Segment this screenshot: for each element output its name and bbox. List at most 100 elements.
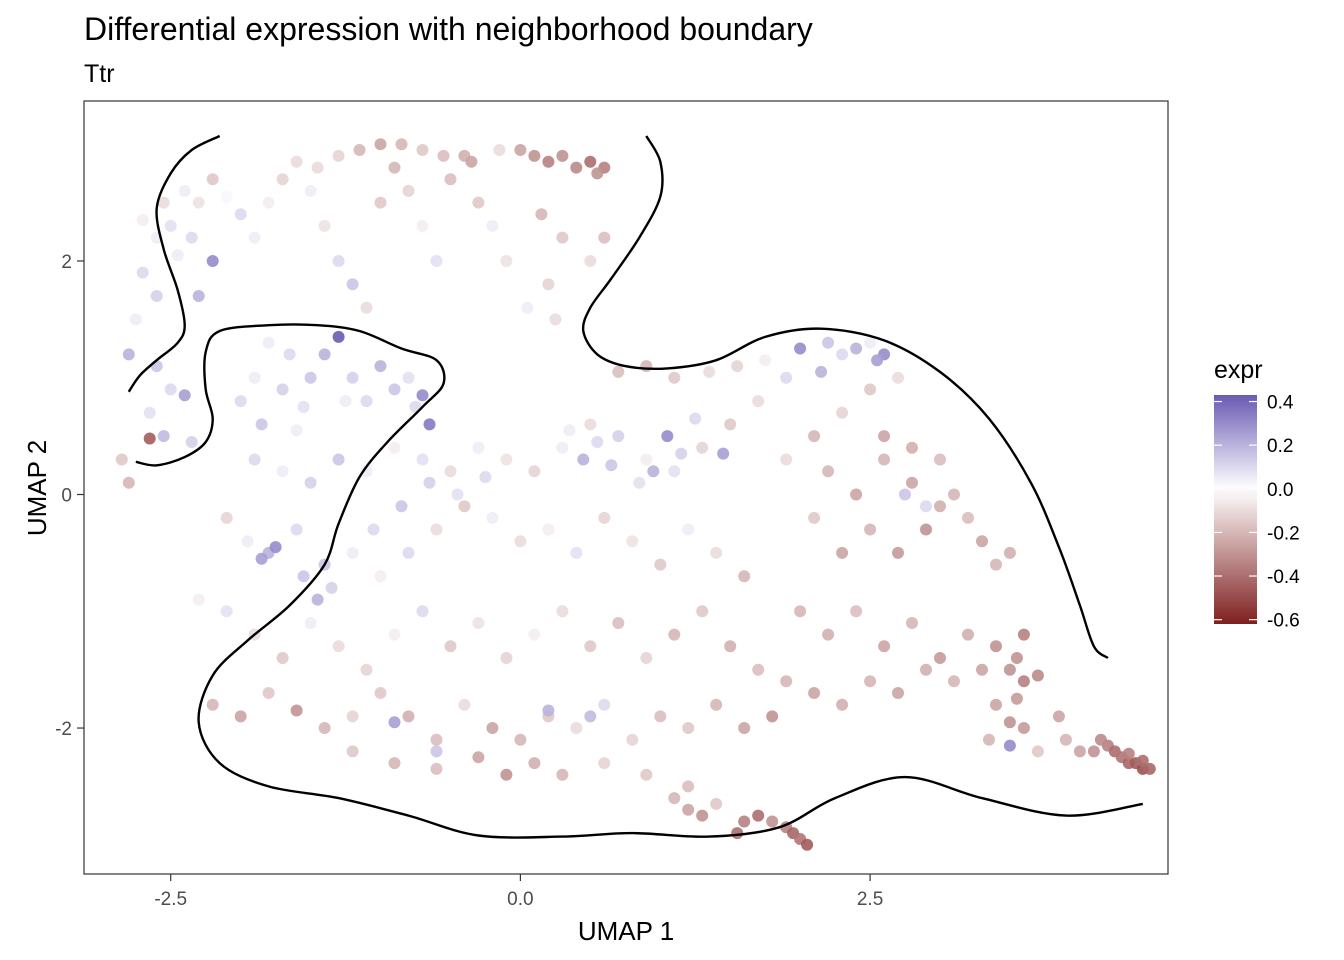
data-point bbox=[514, 535, 527, 548]
legend-ticks: 0.4 0.2 0.0 -0.2 -0.4 -0.6 bbox=[1214, 393, 1300, 632]
data-point bbox=[948, 675, 960, 688]
data-point bbox=[920, 500, 932, 513]
data-point bbox=[318, 722, 331, 734]
y-tick-label: 2 bbox=[61, 252, 72, 273]
data-point bbox=[556, 149, 569, 162]
data-point bbox=[528, 757, 541, 770]
data-point bbox=[388, 161, 401, 174]
data-point bbox=[115, 453, 128, 466]
data-point bbox=[395, 138, 408, 151]
data-point bbox=[563, 424, 576, 437]
data-point bbox=[416, 389, 429, 402]
x-axis-ticks: -2.5 0.0 2.5 bbox=[154, 874, 883, 910]
data-point bbox=[234, 710, 247, 723]
data-point bbox=[752, 663, 765, 676]
data-point bbox=[556, 441, 569, 454]
data-point bbox=[724, 640, 737, 653]
data-point bbox=[346, 745, 359, 758]
data-point bbox=[710, 698, 723, 711]
data-point bbox=[304, 371, 317, 384]
data-point bbox=[633, 476, 646, 489]
data-point bbox=[710, 546, 723, 559]
data-point bbox=[430, 255, 443, 267]
data-point bbox=[598, 231, 611, 244]
data-point bbox=[164, 383, 177, 396]
data-point bbox=[668, 628, 681, 641]
data-point bbox=[521, 301, 534, 314]
data-point bbox=[290, 424, 303, 437]
data-point bbox=[808, 687, 821, 699]
data-point bbox=[906, 617, 918, 629]
data-point bbox=[801, 838, 814, 851]
data-point bbox=[206, 698, 219, 711]
data-point bbox=[794, 342, 807, 355]
data-point bbox=[346, 546, 359, 559]
data-point bbox=[640, 768, 653, 781]
data-point bbox=[906, 476, 918, 489]
data-point bbox=[556, 768, 569, 781]
data-point bbox=[276, 173, 289, 186]
data-point bbox=[962, 628, 974, 641]
data-point bbox=[696, 441, 709, 454]
data-point bbox=[192, 196, 205, 209]
data-point bbox=[822, 465, 835, 478]
data-point bbox=[486, 511, 499, 524]
data-point bbox=[164, 219, 177, 232]
data-point bbox=[500, 652, 513, 664]
data-point bbox=[892, 371, 904, 384]
data-point bbox=[920, 523, 932, 536]
data-point bbox=[1136, 754, 1149, 767]
x-tick-label: -2.5 bbox=[154, 889, 187, 910]
data-point bbox=[654, 558, 667, 571]
data-point bbox=[290, 523, 303, 536]
data-point bbox=[430, 762, 443, 775]
data-point bbox=[682, 722, 695, 734]
data-point bbox=[451, 488, 464, 501]
data-point bbox=[752, 809, 765, 822]
data-point bbox=[766, 815, 779, 828]
data-point bbox=[542, 704, 555, 717]
data-point bbox=[416, 605, 429, 618]
data-point bbox=[416, 144, 429, 156]
data-point bbox=[668, 371, 681, 384]
data-point bbox=[990, 698, 1002, 711]
data-point bbox=[360, 395, 373, 408]
y-tick-label: 0 bbox=[61, 486, 72, 507]
data-point bbox=[682, 523, 695, 536]
data-point bbox=[514, 733, 527, 746]
data-point bbox=[549, 313, 562, 326]
data-point bbox=[220, 190, 233, 203]
data-point bbox=[542, 278, 555, 291]
data-point bbox=[1003, 739, 1016, 752]
data-point bbox=[500, 255, 513, 267]
data-point bbox=[486, 219, 499, 232]
data-point bbox=[1017, 675, 1030, 688]
data-point bbox=[528, 149, 541, 162]
data-point bbox=[472, 751, 485, 764]
data-point bbox=[143, 406, 156, 419]
data-point bbox=[584, 255, 597, 267]
data-point bbox=[395, 500, 408, 513]
data-point bbox=[346, 371, 359, 384]
data-point bbox=[311, 593, 324, 606]
data-point bbox=[731, 827, 744, 840]
data-point bbox=[465, 155, 478, 168]
data-point bbox=[500, 768, 513, 781]
data-point bbox=[122, 476, 135, 489]
data-point bbox=[290, 704, 303, 717]
data-point bbox=[815, 365, 828, 378]
data-point bbox=[234, 208, 247, 221]
data-point bbox=[934, 453, 946, 466]
data-point bbox=[864, 523, 877, 536]
data-point bbox=[682, 780, 695, 793]
data-point bbox=[878, 640, 891, 653]
data-point bbox=[374, 570, 387, 583]
data-point bbox=[388, 441, 401, 454]
data-point bbox=[122, 348, 135, 361]
data-point bbox=[990, 558, 1002, 571]
data-point bbox=[668, 792, 681, 805]
data-point bbox=[157, 430, 170, 443]
data-point bbox=[570, 161, 583, 174]
chart-title: Differential expression with neighborhoo… bbox=[84, 11, 813, 47]
legend-tick-label: -0.4 bbox=[1267, 567, 1300, 588]
